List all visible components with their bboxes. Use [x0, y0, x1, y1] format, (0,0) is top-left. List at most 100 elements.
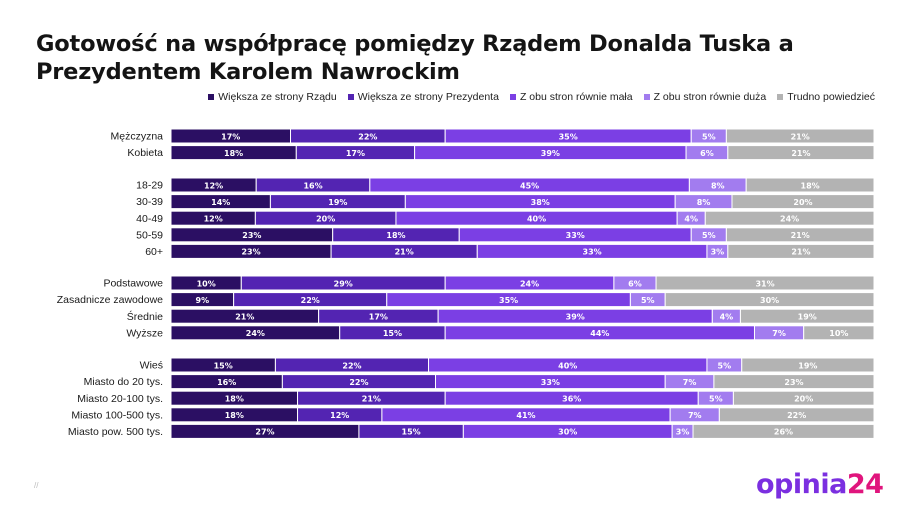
data-label: 10%: [829, 329, 848, 338]
legend-item: Z obu stron równie mała: [509, 91, 633, 103]
data-label: 18%: [225, 411, 244, 420]
data-label: 20%: [316, 215, 335, 224]
data-label: 7%: [683, 378, 697, 387]
data-label: 31%: [755, 279, 774, 288]
data-label: 26%: [774, 428, 793, 437]
bar-segment: [803, 325, 875, 341]
category-label: Miasto 100-500 tys.: [71, 409, 163, 421]
data-label: 7%: [688, 411, 702, 420]
legend-label: Większa ze strony Prezydenta: [357, 91, 499, 103]
data-label: 38%: [531, 198, 550, 207]
data-label: 41%: [516, 411, 535, 420]
bar-segment: [655, 275, 875, 291]
data-label: 9%: [196, 296, 210, 305]
data-label: 5%: [702, 132, 716, 141]
data-label: 22%: [787, 411, 806, 420]
legend-swatch: [208, 94, 215, 100]
data-label: 24%: [520, 279, 539, 288]
data-label: 22%: [349, 378, 368, 387]
category-label: Wyższe: [126, 327, 163, 339]
category-label: Miasto pow. 500 tys.: [68, 426, 163, 438]
data-label: 5%: [718, 361, 732, 370]
data-label: 19%: [798, 361, 817, 370]
data-label: 30%: [760, 296, 779, 305]
bar-segment: [732, 390, 875, 406]
data-label: 18%: [225, 395, 244, 404]
legend-item: Trudno powiedzieć: [777, 91, 875, 103]
data-label: 24%: [246, 329, 265, 338]
data-label: 18%: [224, 149, 243, 158]
bar-segment: [731, 194, 875, 210]
data-label: 6%: [700, 149, 714, 158]
legend-label: Z obu stron równie duża: [653, 91, 767, 103]
data-label: 15%: [402, 428, 421, 437]
legend-swatch: [777, 94, 784, 100]
data-label: 14%: [211, 198, 230, 207]
data-label: 8%: [711, 181, 725, 190]
category-label: 50-59: [136, 229, 163, 241]
category-label: Podstawowe: [103, 278, 163, 290]
legend-item: Z obu stron równie duża: [643, 91, 767, 103]
data-label: 22%: [301, 296, 320, 305]
bar-segment: [727, 243, 875, 259]
data-label: 16%: [217, 378, 236, 387]
data-label: 17%: [346, 149, 365, 158]
legend-swatch: [643, 94, 650, 100]
bar-segment: [745, 177, 875, 193]
data-label: 21%: [791, 248, 810, 257]
data-label: 10%: [197, 279, 216, 288]
data-label: 45%: [520, 181, 539, 190]
data-label: 12%: [204, 181, 223, 190]
data-label: 7%: [772, 329, 786, 338]
data-label: 18%: [801, 181, 820, 190]
data-label: 17%: [221, 132, 240, 141]
category-label: Zasadnicze zawodowe: [57, 294, 163, 306]
category-label: Wieś: [140, 360, 163, 372]
data-label: 6%: [628, 279, 642, 288]
data-label: 5%: [702, 231, 716, 240]
legend-item: Większa ze strony Rządu: [208, 91, 337, 103]
data-label: 5%: [641, 296, 655, 305]
category-label: 30-39: [136, 196, 163, 208]
data-label: 8%: [697, 198, 711, 207]
chart-legend: Większa ze strony Rządu Większa ze strony…: [150, 90, 875, 104]
category-label: Miasto do 20 tys.: [84, 376, 163, 388]
data-label: 15%: [383, 329, 402, 338]
data-label: 21%: [235, 313, 254, 322]
data-label: 19%: [798, 313, 817, 322]
legend-item: Większa ze strony Prezydenta: [347, 91, 499, 103]
chart-title: Gotowość na współpracę pomiędzy Rządem D…: [36, 31, 794, 85]
legend-label: Większa ze strony Rządu: [218, 91, 337, 103]
data-label: 18%: [386, 231, 405, 240]
data-label: 27%: [255, 428, 274, 437]
data-label: 3%: [711, 248, 725, 257]
bar-segment: [718, 407, 875, 423]
data-label: 36%: [562, 395, 581, 404]
data-label: 19%: [328, 198, 347, 207]
category-label: Mężczyzna: [110, 131, 163, 143]
data-label: 22%: [358, 132, 377, 141]
data-label: 40%: [558, 361, 577, 370]
bar-segment: [664, 292, 875, 308]
data-label: 23%: [784, 378, 803, 387]
category-label: Średnie: [127, 310, 163, 323]
data-label: 30%: [558, 428, 577, 437]
data-label: 21%: [395, 248, 414, 257]
data-label: 33%: [541, 378, 560, 387]
data-label: 39%: [541, 149, 560, 158]
opinia24-logo: opinia 24: [756, 466, 896, 502]
data-label: 40%: [527, 215, 546, 224]
data-label: 4%: [720, 313, 734, 322]
bar-segment: [692, 423, 875, 439]
bar-segment: [727, 145, 875, 161]
category-label: 40-49: [136, 213, 163, 225]
data-label: 15%: [214, 361, 233, 370]
category-label: 60+: [145, 246, 163, 258]
data-label: 17%: [369, 313, 388, 322]
data-label: 35%: [499, 296, 518, 305]
data-label: 21%: [362, 395, 381, 404]
category-label: Kobieta: [127, 147, 163, 159]
logo-number: 24: [846, 468, 884, 500]
data-label: 29%: [334, 279, 353, 288]
legend-swatch: [509, 94, 516, 100]
